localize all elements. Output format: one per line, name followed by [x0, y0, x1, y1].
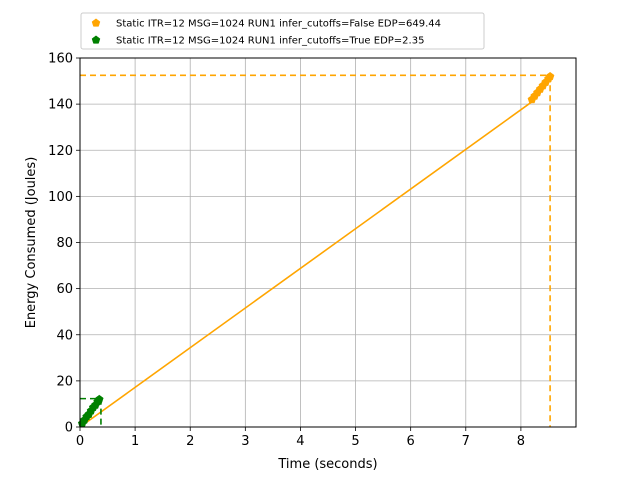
series-2: [77, 394, 104, 428]
x-tick-label: 2: [186, 434, 194, 449]
legend: Static ITR=12 MSG=1024 RUN1 infer_cutoff…: [80, 12, 485, 50]
y-tick-label: 80: [56, 236, 73, 251]
y-tick-label: 40: [56, 328, 73, 343]
y-tick-label: 60: [56, 282, 73, 297]
x-axis-label: Time (seconds): [277, 457, 377, 472]
x-tick-label: 8: [517, 434, 525, 449]
data-point: [94, 394, 104, 403]
y-tick-label: 120: [48, 144, 73, 159]
legend-marker: [91, 18, 101, 27]
legend-label: Static ITR=12 MSG=1024 RUN1 infer_cutoff…: [116, 19, 441, 30]
legend-entries: Static ITR=12 MSG=1024 RUN1 infer_cutoff…: [91, 18, 441, 47]
grid: [79, 57, 576, 428]
x-tick-label: 7: [462, 434, 470, 449]
legend-marker: [91, 35, 101, 44]
x-tick-label: 3: [241, 434, 249, 449]
series-layer: [77, 71, 555, 428]
x-tick-label: 1: [131, 434, 139, 449]
y-tick-label: 140: [48, 98, 73, 113]
y-tick-label: 0: [65, 421, 73, 436]
x-tick-label: 0: [76, 434, 84, 449]
series-1: [79, 71, 555, 428]
y-tick-label: 100: [48, 190, 73, 205]
legend-box: [80, 12, 485, 50]
data-point: [545, 71, 555, 81]
x-tick-label: 4: [296, 434, 304, 449]
y-tick-label: 20: [56, 374, 73, 389]
x-tick-label: 6: [407, 434, 415, 449]
legend-label: Static ITR=12 MSG=1024 RUN1 infer_cutoff…: [116, 36, 424, 47]
x-tick-label: 5: [351, 434, 359, 449]
y-tick-label: 160: [48, 52, 73, 67]
y-axis-label: Energy Consumed (Joules): [24, 157, 39, 329]
series-line: [79, 101, 533, 428]
